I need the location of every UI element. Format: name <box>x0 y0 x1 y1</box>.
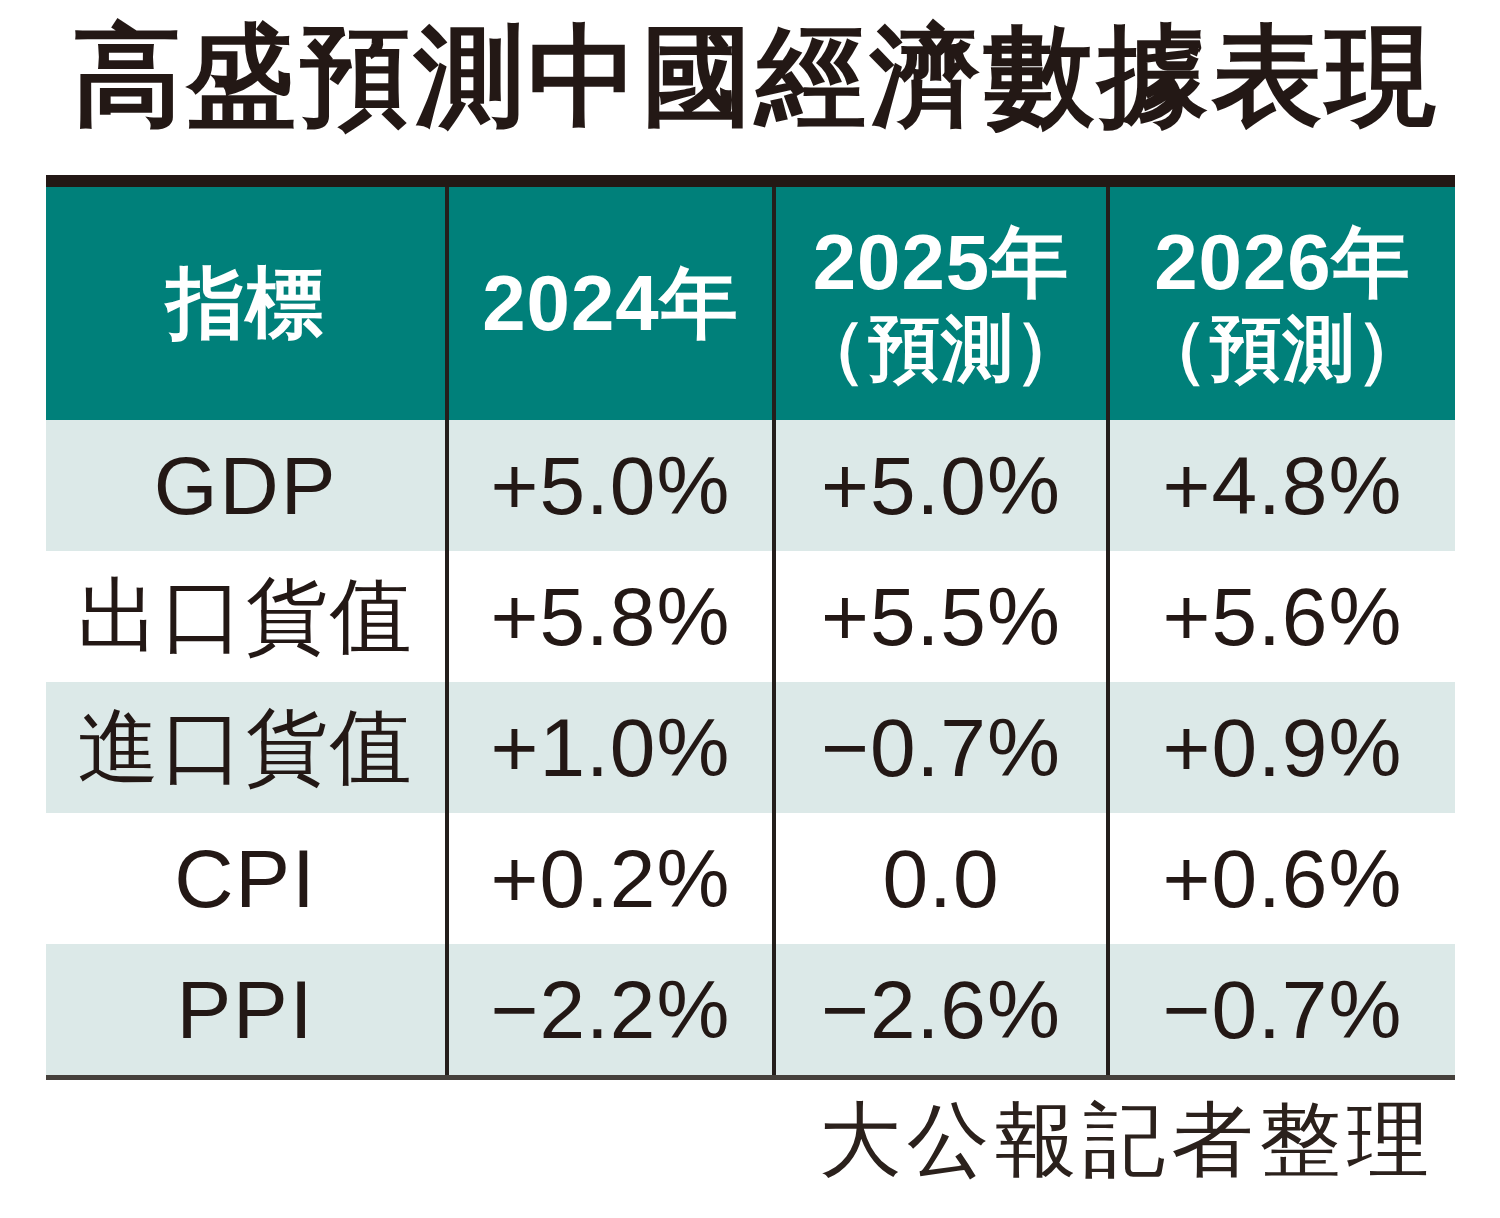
value-2026: +4.8% <box>1106 420 1455 551</box>
col-header-indicator: 指標 <box>46 187 445 420</box>
col-header-line1: 2024年 <box>482 258 739 348</box>
value-2024: +5.8% <box>445 551 772 682</box>
value-2025: −0.7% <box>772 682 1106 813</box>
row-label: GDP <box>46 420 445 551</box>
table-row-cpi: CPI +0.2% 0.0 +0.6% <box>46 813 1455 944</box>
table-row-ppi: PPI −2.2% −2.6% −0.7% <box>46 944 1455 1075</box>
table-row-gdp: GDP +5.0% +5.0% +4.8% <box>46 420 1455 551</box>
table-header-row: 指標 2024年 2025年 （預測） 2026年 （預測） <box>46 187 1455 420</box>
table-row-imports: 進口貨值 +1.0% −0.7% +0.9% <box>46 682 1455 813</box>
value-2026: +0.6% <box>1106 813 1455 944</box>
row-label: 進口貨值 <box>46 682 445 813</box>
forecast-table: 指標 2024年 2025年 （預測） 2026年 （預測） GDP +5.0%… <box>46 175 1455 1080</box>
col-header-line2: （預測） <box>795 307 1087 391</box>
col-header-line1: 2025年 <box>813 217 1070 307</box>
value-2025: +5.5% <box>772 551 1106 682</box>
table-top-bar <box>46 175 1455 187</box>
value-2026: +0.9% <box>1106 682 1455 813</box>
value-2026: −0.7% <box>1106 944 1455 1075</box>
table-row-exports: 出口貨值 +5.8% +5.5% +5.6% <box>46 551 1455 682</box>
credit-text: 大公報記者整理 <box>46 1086 1435 1196</box>
value-2026: +5.6% <box>1106 551 1455 682</box>
infographic-page: 高盛預測中國經濟數據表現 指標 2024年 2025年 （預測） 2026年 （… <box>0 0 1500 1218</box>
row-label: PPI <box>46 944 445 1075</box>
col-header-2024: 2024年 <box>445 187 772 420</box>
value-2025: +5.0% <box>772 420 1106 551</box>
value-2024: +0.2% <box>445 813 772 944</box>
value-2024: +1.0% <box>445 682 772 813</box>
col-header-2026-forecast: 2026年 （預測） <box>1106 187 1455 420</box>
page-title: 高盛預測中國經濟數據表現 <box>72 10 1440 142</box>
value-2025: −2.6% <box>772 944 1106 1075</box>
col-header-line1: 2026年 <box>1154 217 1411 307</box>
value-2024: −2.2% <box>445 944 772 1075</box>
value-2024: +5.0% <box>445 420 772 551</box>
col-header-2025-forecast: 2025年 （預測） <box>772 187 1106 420</box>
col-header-line1: 指標 <box>167 258 325 348</box>
row-label: CPI <box>46 813 445 944</box>
row-label: 出口貨值 <box>46 551 445 682</box>
col-header-line2: （預測） <box>1137 307 1429 391</box>
value-2025: 0.0 <box>772 813 1106 944</box>
